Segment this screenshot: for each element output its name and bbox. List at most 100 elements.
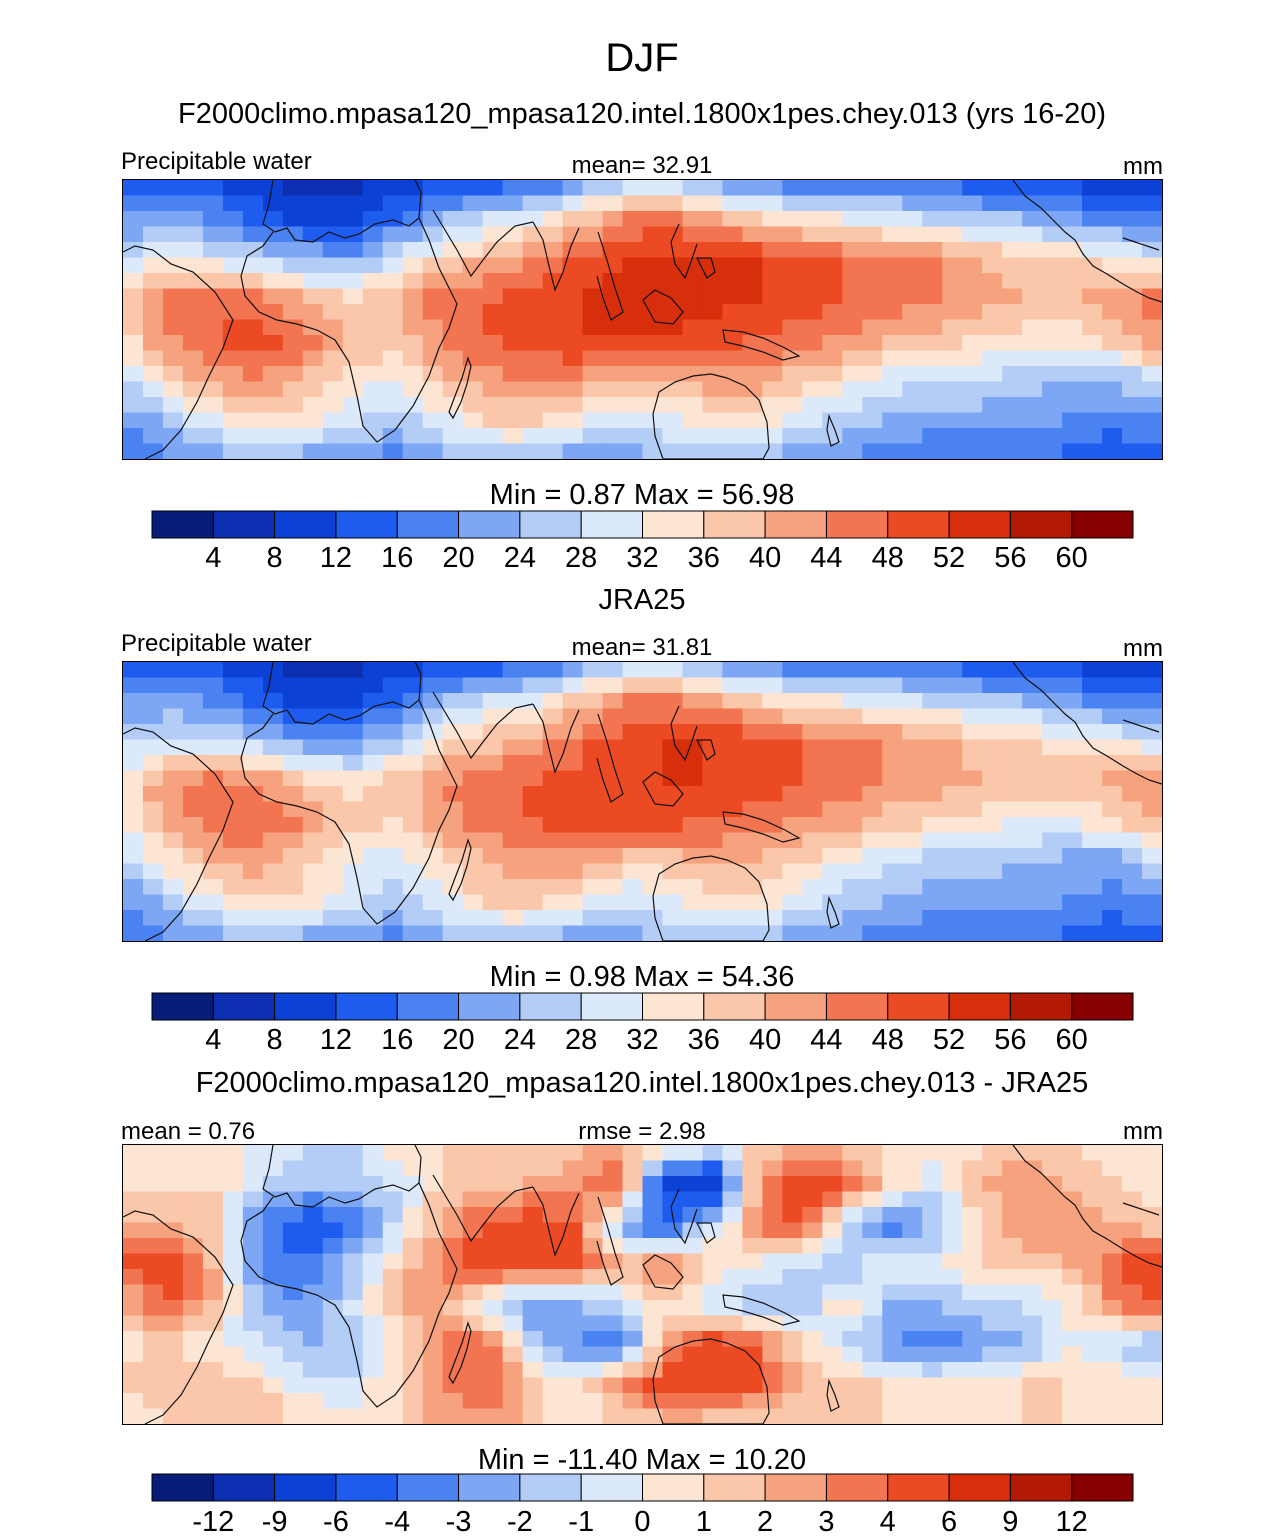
contour-cell [722, 211, 743, 228]
contour-cell [1022, 397, 1043, 414]
contour-cell [382, 428, 404, 445]
contour-cell [142, 1238, 164, 1255]
contour-cell [162, 1160, 184, 1177]
contour-cell [442, 366, 464, 383]
colorbar-swatch [151, 992, 214, 1021]
contour-cell [422, 1362, 444, 1379]
contour-cell [262, 801, 284, 818]
contour-cell [862, 381, 883, 398]
contour-cell [902, 319, 923, 336]
contour-cell [822, 288, 843, 305]
contour-cell [302, 770, 324, 787]
contour-cell [342, 288, 364, 305]
contour-cell [362, 708, 384, 725]
contour-cell [1102, 273, 1123, 290]
contour-cell [123, 693, 144, 710]
contour-cell [682, 925, 704, 941]
contour-cell [842, 739, 863, 756]
contour-cell [742, 1393, 763, 1410]
contour-cell [123, 257, 144, 274]
contour-cell [922, 1191, 943, 1208]
contour-cell [562, 412, 584, 429]
contour-cell [602, 1207, 624, 1224]
contour-cell [882, 1362, 903, 1379]
contour-cell [1142, 1191, 1162, 1208]
contour-cell [1142, 319, 1162, 336]
contour-cell [522, 1331, 544, 1348]
contour-cell [782, 1207, 803, 1224]
contour-cell [382, 304, 404, 321]
coastline [670, 1188, 698, 1245]
contour-cell [1122, 755, 1143, 772]
contour-cell [922, 226, 943, 243]
contour-cell [882, 288, 903, 305]
contour-cell [602, 1315, 624, 1332]
contour-cell [342, 1408, 364, 1424]
contour-cell [302, 1331, 324, 1348]
contour-cell [482, 1160, 504, 1177]
contour-cell [862, 242, 883, 259]
contour-cell [702, 1300, 724, 1317]
contour-cell [382, 1222, 404, 1239]
contour-cell [123, 817, 144, 834]
contour-cell [782, 770, 803, 787]
contour-cell [982, 180, 1003, 197]
contour-cell [662, 1222, 684, 1239]
contour-cell [142, 1362, 164, 1379]
contour-cell [1082, 693, 1103, 710]
contour-cell [482, 397, 504, 414]
contour-cell [862, 350, 883, 367]
contour-cell [282, 786, 304, 803]
contour-cell [522, 1207, 544, 1224]
contour-cell [582, 879, 604, 896]
contour-cell [542, 1346, 564, 1363]
contour-cell [1002, 879, 1023, 896]
contour-cell [702, 925, 724, 941]
contour-cell [902, 1362, 923, 1379]
contour-cell [542, 894, 564, 911]
contour-cell [422, 677, 444, 694]
contour-cell [522, 304, 544, 321]
contour-cell [1002, 443, 1023, 459]
contour-cell [262, 257, 284, 274]
contour-cell [902, 273, 923, 290]
contour-cell [1122, 801, 1143, 818]
contour-cell [702, 1408, 724, 1424]
contour-cell [242, 863, 264, 880]
contour-cell [1142, 925, 1162, 941]
contour-cell [362, 1362, 384, 1379]
contour-cell [462, 832, 484, 849]
contour-cell [222, 1253, 244, 1270]
contour-cell [202, 863, 224, 880]
contour-cell [342, 1222, 364, 1239]
contour-cell [1082, 925, 1103, 941]
contour-cell [322, 677, 344, 694]
colorbar-swatch [948, 510, 1011, 539]
contour-cell [142, 1346, 164, 1363]
contour-cell [1062, 1393, 1083, 1410]
contour-cell [1082, 708, 1103, 725]
contour-cell [342, 1269, 364, 1286]
contour-cell [322, 397, 344, 414]
contour-cell [502, 879, 524, 896]
contour-cell [622, 242, 644, 259]
contour-cell [242, 1160, 264, 1177]
coastline [448, 838, 472, 902]
contour-cell [502, 708, 524, 725]
contour-cell [262, 1393, 284, 1410]
contour-cell [362, 879, 384, 896]
contour-cell [482, 1145, 504, 1162]
contour-cell [123, 1238, 144, 1255]
contour-cell [942, 1160, 963, 1177]
contour-cell [442, 1362, 464, 1379]
contour-cell [282, 1284, 304, 1301]
coastline [1122, 1202, 1160, 1216]
contour-cell [242, 273, 264, 290]
contour-cell [562, 1377, 584, 1394]
contour-cell [362, 1284, 384, 1301]
coastline [696, 1222, 716, 1244]
contour-cell [302, 879, 324, 896]
contour-cell [262, 1377, 284, 1394]
contour-cell [902, 879, 923, 896]
contour-cell [582, 1377, 604, 1394]
